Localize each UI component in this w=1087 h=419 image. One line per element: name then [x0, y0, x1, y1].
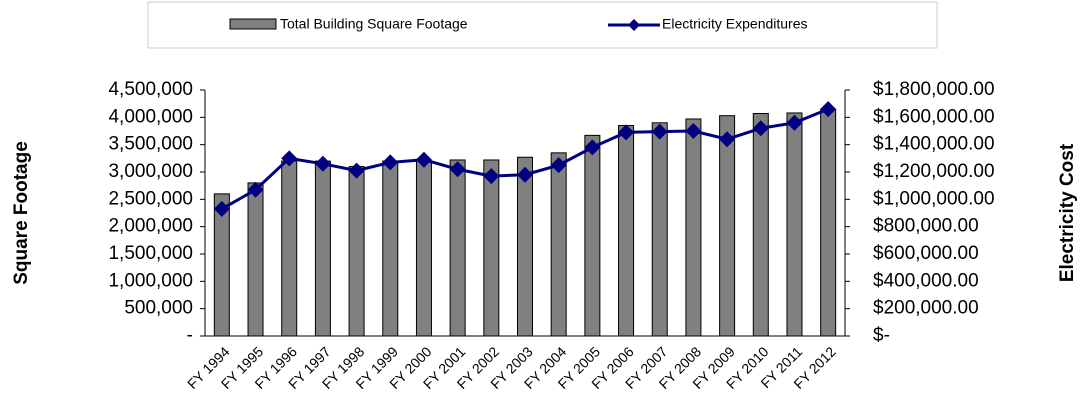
y2-tick-label: $1,400,000.00: [873, 134, 995, 155]
y-tick-label: -: [187, 325, 193, 346]
bar: [786, 112, 803, 337]
bar: [550, 152, 567, 337]
bar: [281, 160, 298, 337]
marker: [517, 166, 533, 183]
bar: [247, 182, 264, 337]
marker: [618, 124, 635, 141]
y2-tick-label: $800,000.00: [873, 216, 979, 237]
y2-tick-label: $1,800,000.00: [873, 79, 995, 100]
marker: [247, 181, 264, 198]
y-tick-label: 4,000,000: [108, 106, 193, 127]
bar: [584, 134, 601, 337]
y2-axis-title: Electricity Cost: [1057, 143, 1078, 282]
marker: [752, 120, 769, 137]
marker: [314, 155, 331, 172]
y2-tick-label: $1,200,000.00: [873, 161, 995, 182]
marker: [348, 162, 365, 179]
bar: [314, 160, 331, 337]
y2-tick-label: $1,600,000.00: [873, 106, 995, 127]
y-tick-label: 3,500,000: [108, 134, 193, 155]
bar: [415, 160, 432, 337]
marker: [213, 200, 230, 217]
legend-marker: [628, 19, 640, 31]
y2-tick-label: $-: [873, 325, 890, 346]
bar: [517, 156, 533, 337]
marker: [550, 157, 567, 174]
bar: [820, 108, 837, 337]
bar: [213, 193, 230, 337]
marker: [820, 101, 837, 118]
legend-swatch: [229, 18, 277, 30]
marker: [483, 168, 500, 185]
marker: [415, 151, 432, 168]
marker: [685, 123, 702, 139]
bar: [618, 125, 635, 337]
y-axis-title: Square Footage: [11, 141, 32, 285]
legend-label: Total Building Square Footage: [280, 16, 468, 32]
y-tick-label: 4,500,000: [108, 79, 193, 100]
marker: [651, 123, 668, 140]
bar: [752, 113, 769, 337]
marker: [449, 161, 466, 178]
y-tick-label: 1,500,000: [108, 243, 193, 264]
y-tick-label: 500,000: [124, 298, 193, 319]
marker: [584, 139, 601, 156]
y2-tick-label: $400,000.00: [873, 270, 979, 291]
y2-tick-label: $200,000.00: [873, 298, 979, 319]
bar: [382, 160, 399, 337]
marker: [281, 150, 298, 167]
bar: [449, 159, 466, 337]
marker: [719, 131, 736, 148]
y-tick-label: 2,000,000: [108, 216, 193, 237]
y-tick-label: 1,000,000: [108, 270, 193, 291]
marker: [382, 154, 399, 171]
marker: [786, 114, 803, 131]
y-tick-label: 3,000,000: [108, 161, 193, 182]
bar: [483, 159, 500, 337]
y-tick-label: 2,500,000: [108, 188, 193, 209]
bar: [348, 166, 365, 337]
bar: [651, 122, 668, 337]
legend-label: Electricity Expenditures: [662, 16, 808, 32]
y2-tick-label: $1,000,000.00: [873, 188, 995, 209]
bar: [685, 118, 702, 337]
y2-tick-label: $600,000.00: [873, 243, 979, 264]
legend-box: [147, 1, 938, 49]
bar: [719, 115, 736, 337]
